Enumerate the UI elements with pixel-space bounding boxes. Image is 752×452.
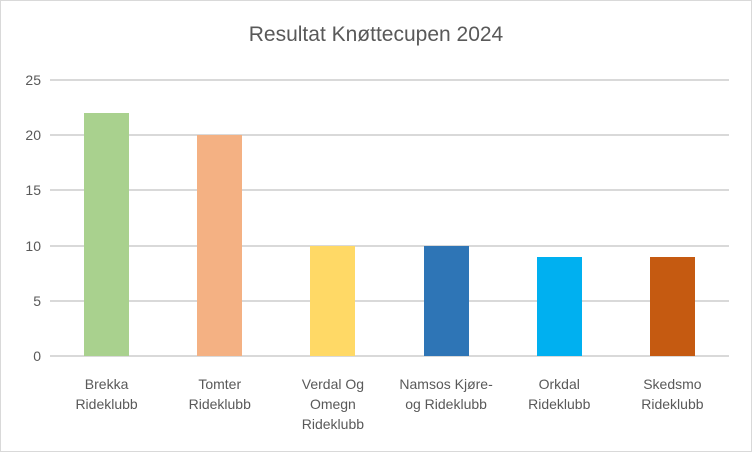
gridline xyxy=(50,134,729,137)
bar-6 xyxy=(649,256,695,356)
gridline xyxy=(50,244,729,247)
x-axis-category-label: Tomter Rideklubb xyxy=(188,376,251,412)
x-axis-category-label: Orkdal Rideklubb xyxy=(528,376,591,412)
gridline xyxy=(50,79,729,81)
y-axis-tick-label: 5 xyxy=(33,292,41,309)
gridline xyxy=(50,189,729,192)
y-axis-tick-label: 25 xyxy=(25,72,41,88)
y-axis-tick-label: 15 xyxy=(25,182,41,199)
bar-3 xyxy=(310,245,356,356)
bar-1 xyxy=(84,113,130,356)
bar-4 xyxy=(423,245,469,356)
y-axis-tick-label: 10 xyxy=(25,237,41,254)
x-axis-category-label: Namsos Kjøre- og Rideklubb xyxy=(399,376,493,412)
chart-title: Resultat Knøttecupen 2024 xyxy=(248,23,504,46)
y-axis-tick-label: 20 xyxy=(25,127,41,144)
bar-2 xyxy=(197,135,243,356)
y-axis-tick-label: 0 xyxy=(33,348,41,364)
bar-5 xyxy=(536,256,582,356)
x-axis-category-label: Verdal Og Omegn Rideklubb xyxy=(301,376,365,432)
gridline xyxy=(50,355,729,357)
x-axis-category-label: Brekka Rideklubb xyxy=(75,376,138,412)
gridline xyxy=(50,299,729,302)
x-axis-category-label: Skedsmo Rideklubb xyxy=(641,376,704,412)
